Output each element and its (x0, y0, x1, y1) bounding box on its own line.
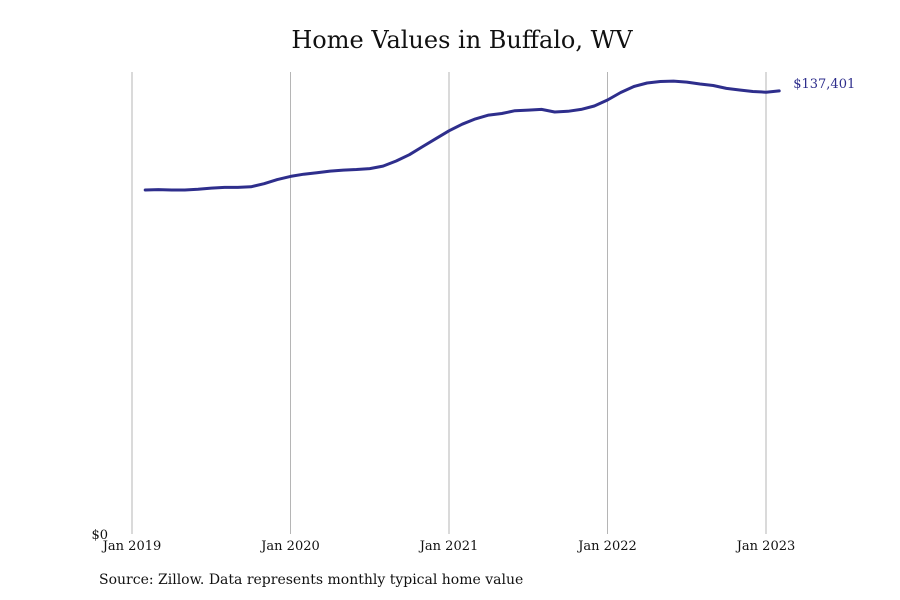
chart-title: Home Values in Buffalo, WV (291, 26, 633, 54)
x-tick-label: Jan 2022 (576, 539, 637, 554)
x-tick-label: Jan 2020 (259, 539, 320, 554)
series-line (143, 79, 781, 192)
tick-labels: Jan 2019 Jan 2020 Jan 2021 Jan 2022 Jan 2023… (91, 77, 855, 554)
x-tick-label: Jan 2023 (735, 539, 796, 554)
gridlines (131, 72, 767, 534)
series-layer (143, 79, 781, 192)
x-tick-label: Jan 2019 (101, 539, 162, 554)
x-tick-label: Jan 2021 (418, 539, 479, 554)
end-value-label: $137,401 (793, 77, 855, 92)
source-note: Source: Zillow. Data represents monthly … (99, 572, 524, 588)
y-tick-label: $0 (91, 528, 108, 543)
